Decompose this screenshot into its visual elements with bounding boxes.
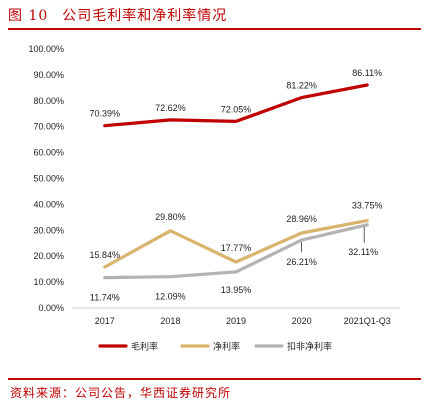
x-tick-label: 2020 xyxy=(292,316,312,326)
y-axis: 100.00% 90.00% 80.00% 70.00% 60.00% 50.00% 40.… xyxy=(28,44,64,313)
x-tick-label: 2017 xyxy=(95,316,115,326)
data-label: 86.11% xyxy=(352,68,382,78)
data-label: 13.95% xyxy=(221,285,252,295)
series-group: 70.39% 72.62% 72.05% 81.22% 86.11% 15.84% 29.8… xyxy=(90,68,383,303)
y-tick-label: 80.00% xyxy=(33,96,64,106)
x-tick-label: 2019 xyxy=(226,316,246,326)
data-label: 17.77% xyxy=(221,243,252,253)
series-line-1 xyxy=(103,219,369,269)
data-label: 28.96% xyxy=(286,214,317,224)
series-line-0 xyxy=(103,83,369,128)
legend-label: 扣非净利率 xyxy=(287,341,332,352)
y-tick-label: 20.00% xyxy=(33,251,64,261)
y-tick-label: 60.00% xyxy=(33,148,64,158)
figure-number: 图 10 xyxy=(8,8,49,24)
data-label: 15.84% xyxy=(90,250,121,260)
data-label: 12.09% xyxy=(155,292,186,302)
y-tick-label: 40.00% xyxy=(33,199,64,209)
y-tick-label: 0.00% xyxy=(38,303,64,313)
title-rule xyxy=(8,28,421,30)
data-label: 70.39% xyxy=(90,109,121,119)
y-tick-label: 50.00% xyxy=(33,174,64,184)
x-axis: 2017 2018 2019 2020 2021Q1-Q3 xyxy=(72,307,400,326)
figure-title: 图 10 公司毛利率和净利率情况 xyxy=(8,4,227,26)
data-label: 72.62% xyxy=(155,103,186,113)
data-label: 72.05% xyxy=(221,104,252,114)
series-line-2 xyxy=(103,223,369,280)
data-label: 33.75% xyxy=(352,201,383,211)
legend: 毛利率 净利率 扣非净利率 xyxy=(98,341,332,352)
source-note: 资料来源：公司公告，华西证券研究所 xyxy=(10,386,232,400)
y-tick-label: 100.00% xyxy=(28,44,64,54)
y-tick-label: 10.00% xyxy=(33,277,64,287)
y-tick-label: 90.00% xyxy=(33,70,64,80)
legend-label: 毛利率 xyxy=(131,341,158,352)
data-label: 11.74% xyxy=(90,293,120,303)
y-tick-label: 30.00% xyxy=(33,225,64,235)
data-label: 26.21% xyxy=(286,257,317,267)
data-label: 32.11% xyxy=(348,247,378,257)
x-tick-label: 2021Q1-Q3 xyxy=(344,316,391,326)
y-tick-label: 70.00% xyxy=(33,122,64,132)
data-label: 29.80% xyxy=(155,212,186,222)
x-tick-label: 2018 xyxy=(160,316,180,326)
source-rule xyxy=(8,378,421,380)
figure-title-text: 公司毛利率和净利率情况 xyxy=(62,8,228,24)
data-label: 81.22% xyxy=(286,81,317,91)
legend-label: 净利率 xyxy=(213,341,240,352)
